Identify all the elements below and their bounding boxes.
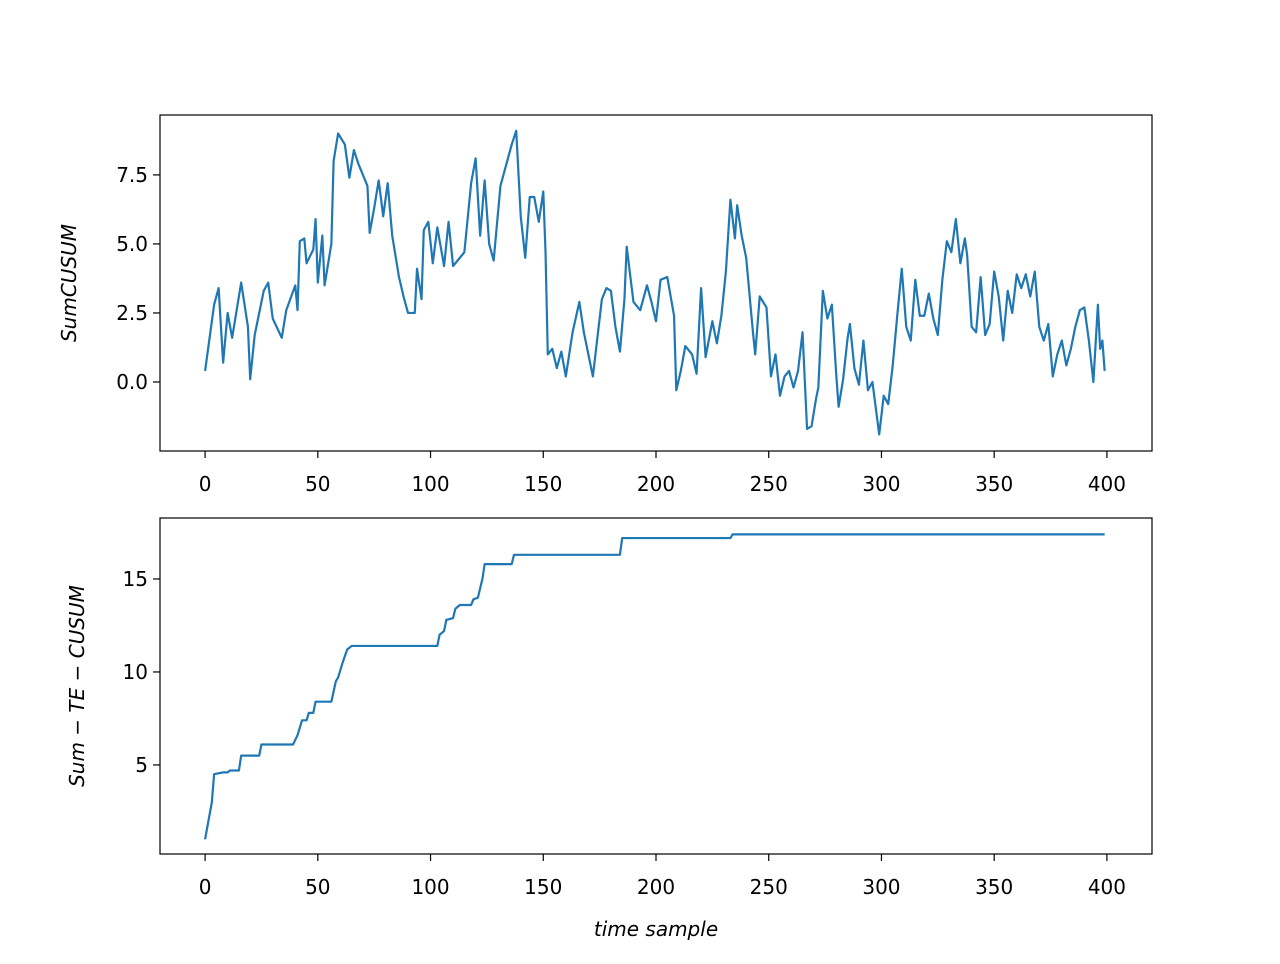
x-tick-label: 350 [975, 472, 1013, 496]
x-axis-label: time sample [594, 917, 718, 941]
x-tick-label: 150 [524, 875, 562, 899]
y-tick-label: 5.0 [116, 232, 148, 256]
y-tick-label: 5 [135, 753, 148, 777]
data-line [204, 533, 1105, 840]
x-tick-label: 400 [1088, 875, 1126, 899]
y-axis-label: SumCUSUM [57, 224, 81, 342]
x-tick-label: 100 [411, 472, 449, 496]
data-line [204, 129, 1106, 436]
y-axis-label: Sum − TE − CUSUM [65, 585, 89, 787]
x-tick-label: 250 [750, 875, 788, 899]
x-tick-label: 200 [637, 875, 675, 899]
x-tick-label: 250 [750, 472, 788, 496]
y-tick-label: 2.5 [116, 301, 148, 325]
x-tick-label: 200 [637, 472, 675, 496]
y-tick-label: 7.5 [116, 163, 148, 187]
x-tick-label: 150 [524, 472, 562, 496]
x-tick-label: 400 [1088, 472, 1126, 496]
x-tick-label: 350 [975, 875, 1013, 899]
x-tick-label: 100 [411, 875, 449, 899]
x-tick-label: 50 [305, 472, 330, 496]
x-tick-label: 300 [862, 875, 900, 899]
y-tick-label: 0.0 [116, 370, 148, 394]
x-tick-label: 0 [199, 472, 212, 496]
x-tick-label: 300 [862, 472, 900, 496]
x-tick-label: 50 [305, 875, 330, 899]
x-tick-label: 0 [199, 875, 212, 899]
y-tick-label: 15 [123, 567, 148, 591]
y-tick-label: 10 [123, 660, 148, 684]
